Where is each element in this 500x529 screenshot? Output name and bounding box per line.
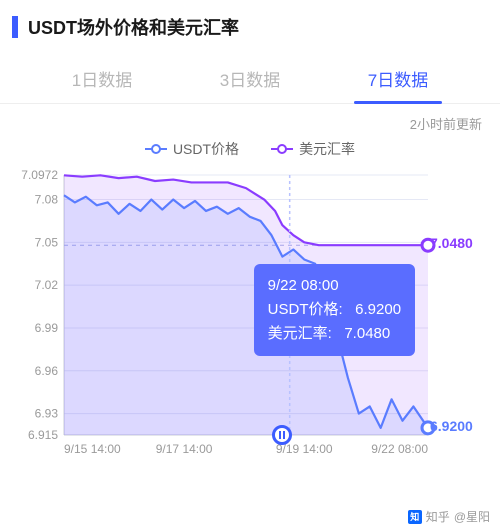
attribution: 知 知乎 @星阳 xyxy=(408,508,490,525)
svg-text:7.02: 7.02 xyxy=(35,278,59,292)
header-accent-bar xyxy=(12,16,18,38)
line-chart-svg: 7.0972 7.08 7.05 7.02 6.99 6.96 6.93 6.915 9/15 … xyxy=(8,167,492,467)
legend-usdt-label: USDT价格 xyxy=(173,139,239,159)
svg-text:9/22 08:00: 9/22 08:00 xyxy=(371,442,428,456)
svg-text:6.99: 6.99 xyxy=(35,321,59,335)
svg-text:6.96: 6.96 xyxy=(35,364,59,378)
tabs: 1日数据 3日数据 7日数据 xyxy=(0,54,500,104)
svg-text:6.915: 6.915 xyxy=(28,428,58,442)
svg-text:7.0972: 7.0972 xyxy=(21,168,58,182)
end-label-usd: 7.0480 xyxy=(430,235,473,251)
svg-text:9/17 14:00: 9/17 14:00 xyxy=(156,442,213,456)
svg-text:9/15 14:00: 9/15 14:00 xyxy=(64,442,121,456)
legend: USDT价格 美元汇率 xyxy=(0,135,500,167)
page-title: USDT场外价格和美元汇率 xyxy=(28,14,239,40)
legend-usd-label: 美元汇率 xyxy=(299,139,355,159)
tab-3day[interactable]: 3日数据 xyxy=(176,54,324,103)
legend-usd: 美元汇率 xyxy=(271,139,355,159)
svg-text:6.93: 6.93 xyxy=(35,407,59,421)
scrubber-handle-icon[interactable] xyxy=(272,425,292,445)
chart-tooltip: 9/22 08:00 USDT价格: 6.9200 美元汇率: 7.0480 xyxy=(254,264,415,356)
tab-7day[interactable]: 7日数据 xyxy=(324,54,472,103)
header: USDT场外价格和美元汇率 xyxy=(0,0,500,48)
svg-text:7.05: 7.05 xyxy=(35,235,59,249)
legend-usdt-marker-icon xyxy=(145,143,167,155)
chart-area[interactable]: 7.0972 7.08 7.05 7.02 6.99 6.96 6.93 6.915 9/15 … xyxy=(0,167,500,472)
platform-name: 知乎 xyxy=(426,508,450,525)
chart-card: USDT场外价格和美元汇率 1日数据 3日数据 7日数据 2小时前更新 USDT… xyxy=(0,0,500,529)
svg-text:7.08: 7.08 xyxy=(35,193,59,207)
end-label-usdt: 6.9200 xyxy=(430,418,473,434)
legend-usdt: USDT价格 xyxy=(145,139,239,159)
author-name: @星阳 xyxy=(454,508,490,525)
tab-1day[interactable]: 1日数据 xyxy=(28,54,176,103)
legend-usd-marker-icon xyxy=(271,143,293,155)
update-time: 2小时前更新 xyxy=(0,104,500,135)
zhihu-icon: 知 xyxy=(408,510,422,524)
